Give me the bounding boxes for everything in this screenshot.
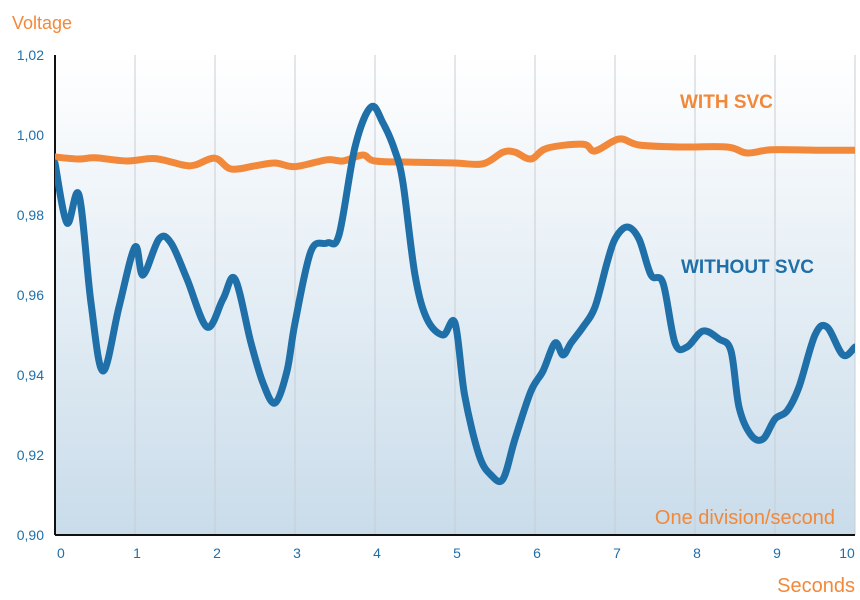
x-tick-label: 0 (57, 545, 65, 561)
y-tick-label: 1,02 (17, 47, 44, 63)
y-axis-title: Voltage (12, 13, 72, 33)
y-tick-label: 0,96 (17, 287, 44, 303)
labels: Voltage Seconds One division/second WITH… (12, 13, 855, 597)
grid (134, 55, 856, 535)
axes: 0 1 2 3 4 5 6 7 8 9 10 0,90 0,92 0,94 0,96 0,98 1,00 1,02 (17, 47, 855, 561)
series-line-without-svc (55, 102, 855, 485)
legend-label-without-svc: WITHOUT SVC (681, 257, 814, 278)
x-axis-title: Seconds (777, 575, 855, 595)
x-tick-label: 2 (213, 545, 221, 561)
x-tick-label: 3 (293, 545, 301, 561)
y-tick-label: 0,92 (17, 447, 44, 463)
series (55, 102, 855, 485)
x-tick-label: 1 (133, 545, 141, 561)
x-tick-label: 4 (373, 545, 381, 561)
y-tick-label: 0,90 (17, 527, 44, 543)
x-tick-label: 10 (839, 545, 855, 561)
x-tick-label: 8 (693, 545, 701, 561)
y-tick-label: 1,00 (17, 127, 44, 143)
y-tick-label: 0,94 (17, 367, 44, 383)
legend-label-with-svc: WITH SVC (680, 92, 773, 113)
y-tick-label: 0,98 (17, 207, 44, 223)
series-line-with-svc (55, 135, 855, 173)
division-annotation: One division/second (655, 507, 835, 529)
x-tick-label: 9 (773, 545, 781, 561)
x-tick-label: 7 (613, 545, 621, 561)
x-tick-label: 5 (453, 545, 461, 561)
x-tick-label: 6 (533, 545, 541, 561)
